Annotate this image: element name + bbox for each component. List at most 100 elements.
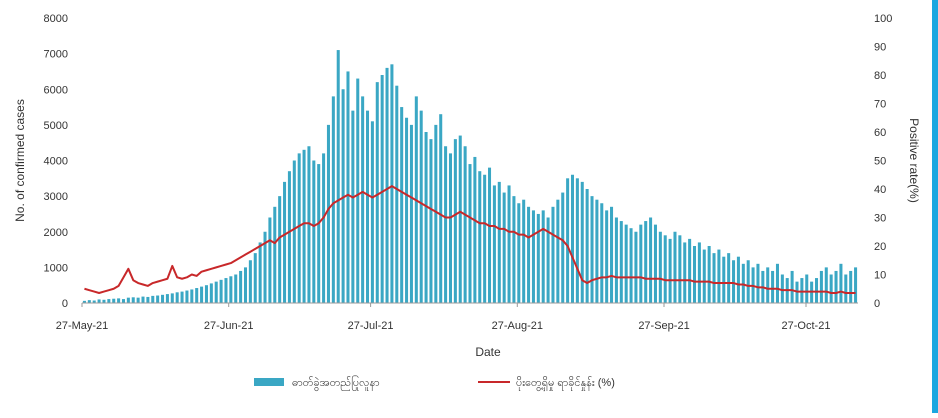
bar <box>366 110 370 304</box>
bar <box>419 110 423 304</box>
bar <box>361 96 365 304</box>
bar <box>170 293 174 303</box>
bar <box>190 289 194 303</box>
legend-swatch-bars <box>254 378 284 386</box>
bar <box>678 235 682 303</box>
bar <box>766 267 770 304</box>
bar <box>429 139 433 304</box>
bar <box>263 231 267 303</box>
bar <box>722 256 726 303</box>
bar <box>102 299 106 303</box>
bar <box>356 78 360 303</box>
bar <box>234 274 238 303</box>
bar <box>439 114 443 303</box>
bar <box>854 267 858 304</box>
bar <box>805 274 809 303</box>
y-left-tick-label: 0 <box>62 298 68 310</box>
bar <box>663 235 667 303</box>
y-right-tick-label: 0 <box>874 298 880 310</box>
x-tick-label: 27-Aug-21 <box>492 320 543 332</box>
bar <box>278 196 282 304</box>
bar <box>707 246 711 303</box>
bar <box>849 270 853 303</box>
bar <box>307 146 311 303</box>
bar <box>151 295 155 304</box>
y-right-tick-label: 50 <box>874 156 886 168</box>
bar <box>585 189 589 303</box>
bar <box>790 270 794 303</box>
bar <box>649 217 653 303</box>
bar <box>653 224 657 304</box>
axis-labels: Date No. of confirmed cases Positive rate(… <box>13 99 921 359</box>
y-right-tick-label: 100 <box>874 13 892 25</box>
bar <box>746 260 750 303</box>
bar <box>243 267 248 304</box>
bar <box>600 203 604 303</box>
x-tick-label: 27-Oct-21 <box>782 320 831 332</box>
bar <box>580 181 584 304</box>
y-right-tick-label: 70 <box>874 99 886 111</box>
bar <box>629 228 633 303</box>
positive-rate-line <box>84 185 856 295</box>
bar <box>541 210 545 304</box>
bar <box>322 153 326 304</box>
bar <box>522 199 526 303</box>
bar <box>736 256 740 303</box>
bar <box>200 286 204 303</box>
bar <box>156 295 160 303</box>
y-left-tick-label: 8000 <box>44 13 68 25</box>
bar <box>473 156 477 303</box>
bar <box>390 64 394 303</box>
bar <box>634 231 638 303</box>
bar <box>229 276 233 303</box>
bar <box>517 203 521 303</box>
bar <box>351 110 355 304</box>
bar <box>175 292 179 303</box>
bar <box>87 300 91 303</box>
bar <box>536 213 540 303</box>
y-right-tick-label: 80 <box>874 70 886 82</box>
bar <box>82 300 86 303</box>
bar <box>239 270 243 303</box>
bar <box>302 149 306 303</box>
y-left-tick-label: 5000 <box>44 120 68 132</box>
bar-series <box>82 50 858 304</box>
bar <box>717 249 721 303</box>
bar <box>727 253 731 304</box>
bar <box>702 249 706 303</box>
bar <box>97 299 101 303</box>
bar <box>165 294 169 303</box>
bar <box>551 206 555 303</box>
bar <box>624 224 628 304</box>
bar <box>405 117 409 303</box>
y-right-tick-label: 20 <box>874 241 886 253</box>
y-right-tick-label: 40 <box>874 184 886 196</box>
x-axis-title: Date <box>475 345 501 359</box>
bar <box>780 274 784 303</box>
bar <box>590 196 594 304</box>
bar <box>312 160 316 303</box>
x-tick-label: 27-Jun-21 <box>204 320 254 332</box>
bar <box>204 285 208 303</box>
bar <box>385 67 389 304</box>
bar <box>741 263 745 303</box>
bar <box>502 192 506 303</box>
bar <box>326 124 330 304</box>
y-left-tick-label: 7000 <box>44 49 68 61</box>
bar <box>370 121 374 303</box>
bar <box>141 296 145 303</box>
bar <box>497 181 501 304</box>
bar <box>561 192 565 303</box>
bar <box>180 291 184 303</box>
bar <box>121 299 125 303</box>
bar <box>136 297 140 303</box>
bar <box>639 224 643 304</box>
bar <box>712 253 716 304</box>
bar <box>424 132 428 303</box>
bar <box>605 210 609 304</box>
y-right-tick-label: 10 <box>874 270 886 282</box>
bar <box>683 242 687 303</box>
bar <box>610 206 614 303</box>
bar <box>512 196 516 304</box>
